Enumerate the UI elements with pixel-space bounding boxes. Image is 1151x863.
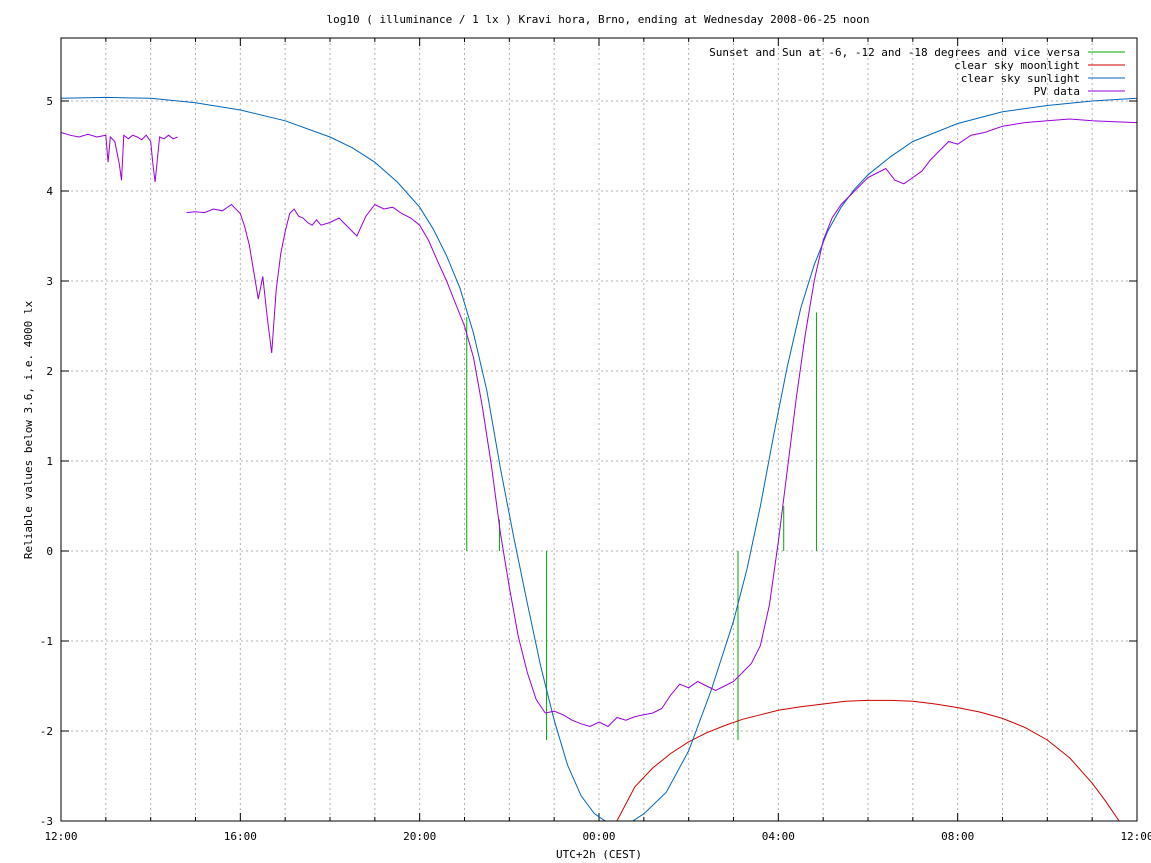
sunlight-line	[61, 96, 1137, 821]
axis-ticks: 12:00 16:00 20:00 00:00 04:00 08:00 12:00 -3 -2 -…	[40, 38, 1151, 843]
x-tick-label: 20:00	[403, 830, 436, 843]
series-layer	[61, 96, 1137, 821]
y-tick-label: 2	[46, 365, 53, 378]
x-tick-label: 08:00	[941, 830, 974, 843]
x-tick-label: 04:00	[762, 830, 795, 843]
x-tick-label: 12:00	[1120, 830, 1151, 843]
legend-label: Sunset and Sun at -6, -12 and -18 degree…	[709, 46, 1080, 59]
legend-label: clear sky moonlight	[954, 59, 1080, 72]
y-tick-label: -3	[40, 815, 53, 828]
x-tick-label: 16:00	[224, 830, 257, 843]
x-tick-label: 00:00	[582, 830, 615, 843]
y-tick-label: 1	[46, 455, 53, 468]
gridlines	[61, 38, 1137, 821]
plot-area	[61, 96, 1137, 821]
y-tick-label: 0	[46, 545, 53, 558]
pv-data-line	[61, 132, 178, 183]
y-tick-label: -1	[40, 635, 53, 648]
pv-data-line	[186, 118, 1137, 728]
legend-label: clear sky sunlight	[961, 72, 1080, 85]
plot-frame	[60, 37, 1138, 822]
y-tick-label: 4	[46, 185, 53, 198]
y-axis-label: Reliable values below 3.6, i.e. 4000 lx	[22, 300, 35, 559]
legend: Sunset and Sun at -6, -12 and -18 degree…	[709, 46, 1125, 98]
x-tick-label: 12:00	[44, 830, 77, 843]
moonlight-line	[616, 699, 1120, 821]
chart-title: log10 ( illuminance / 1 lx ) Kravi hora,…	[326, 13, 869, 26]
y-tick-label: 3	[46, 275, 53, 288]
legend-label: PV data	[1034, 85, 1080, 98]
y-tick-label: -2	[40, 725, 53, 738]
y-tick-label: 5	[46, 95, 53, 108]
x-axis-label: UTC+2h (CEST)	[556, 848, 642, 861]
